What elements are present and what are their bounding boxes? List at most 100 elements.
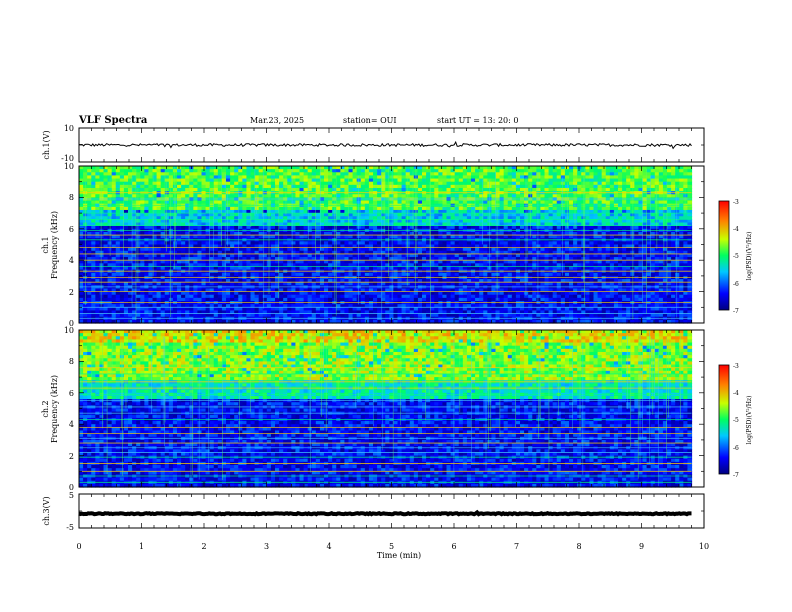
spectrogram-cell <box>524 194 529 198</box>
spectrogram-cell <box>95 187 101 192</box>
spectrogram-cell <box>683 175 689 180</box>
spectrogram-cell <box>172 253 178 258</box>
spectrogram-cell <box>524 260 529 264</box>
spectrogram-cell <box>446 166 452 170</box>
spectrogram-cell <box>217 172 223 177</box>
spectrogram-cell <box>573 219 578 224</box>
spectrogram-cell <box>577 260 582 264</box>
spectrogram-cell <box>540 213 546 217</box>
spectrogram-cell <box>532 263 537 268</box>
spectrogram-cell <box>650 206 656 211</box>
spectrogram-cell <box>609 206 615 211</box>
spectrogram-cell <box>79 253 84 258</box>
spectrogram-cell <box>246 244 252 249</box>
spectrogram-cell <box>168 222 174 227</box>
spectrogram-cell <box>128 222 133 227</box>
spectrogram-cell <box>569 200 574 205</box>
spectrogram-cell <box>373 187 378 192</box>
spectrogram-cell <box>205 187 211 192</box>
spectrogram-cell <box>332 219 337 224</box>
spectrogram-cell <box>319 209 325 214</box>
spectrogram-cell <box>450 209 456 214</box>
spectrogram-cell <box>279 166 284 170</box>
spectrogram-cell <box>511 219 517 224</box>
spectrogram-cell <box>344 194 350 198</box>
spectrogram-cell <box>393 194 399 198</box>
spectrogram-cell <box>426 187 431 192</box>
spectrogram-cell <box>515 206 521 211</box>
spectrogram-cell <box>356 172 362 177</box>
spectrogram-cell <box>295 253 301 258</box>
spectrogram-cell <box>209 184 215 189</box>
spectrogram-cell <box>91 260 96 264</box>
spectrogram-cell <box>442 222 448 227</box>
spectrogram-cell <box>291 231 297 236</box>
spectrogram-cell <box>238 175 243 180</box>
spectrogram-cell <box>181 253 186 258</box>
spectrogram-cell <box>91 231 96 236</box>
spectrogram-cell <box>683 231 689 236</box>
spectrogram-cell <box>544 206 550 211</box>
spectrogram-cell <box>638 184 644 189</box>
spectrogram-cell <box>671 206 676 211</box>
spectrogram-cell <box>246 247 252 252</box>
spectrogram-cell <box>515 181 521 186</box>
spectrogram-cell <box>462 213 468 217</box>
spectrogram-cell <box>503 178 509 183</box>
spectrogram-cell <box>675 241 680 246</box>
spectrogram-cell <box>495 235 501 239</box>
spectrogram-cell <box>144 166 150 170</box>
spectrogram-cell <box>426 257 431 261</box>
spectrogram-cell <box>687 241 693 246</box>
spectrogram-cell <box>136 225 141 230</box>
spectrogram-cell <box>193 219 199 224</box>
spectrogram-cell <box>287 184 292 189</box>
spectrogram-cell <box>483 209 488 214</box>
spectrogram-cell <box>479 175 484 180</box>
spectrogram-cell <box>115 257 121 261</box>
spectrogram-cell <box>442 184 448 189</box>
spectrogram-cell <box>87 206 92 211</box>
spectrogram-cell <box>499 181 505 186</box>
spectrogram-cell <box>275 178 280 183</box>
spectrogram-cell <box>658 244 664 249</box>
spectrogram-cell <box>601 169 607 173</box>
spectrogram-cell <box>503 222 509 227</box>
spectrogram-cell <box>654 250 660 255</box>
spectrogram-cell <box>311 257 317 261</box>
spectrogram-cell <box>344 253 350 258</box>
spectrogram-cell <box>634 172 640 177</box>
spectrogram-cell <box>242 178 248 183</box>
spectrogram-cell <box>348 250 354 255</box>
spectrogram-cell <box>332 178 337 183</box>
spectrogram-cell <box>613 178 619 183</box>
spectrogram-cell <box>168 266 174 271</box>
spectrogram-cell <box>352 260 358 264</box>
spectrogram-cell <box>238 213 243 217</box>
spectrogram-cell <box>270 257 276 261</box>
spectrogram-cell <box>270 241 276 246</box>
spectrogram-cell <box>119 194 125 198</box>
spectrogram-cell <box>401 181 407 186</box>
spectrogram-cell <box>230 231 235 236</box>
spectrogram-cell <box>626 166 631 170</box>
spectrogram-cell <box>503 169 509 173</box>
spectrogram-cell <box>642 219 648 224</box>
spectrogram-cell <box>324 184 329 189</box>
spectrogram-cell <box>95 235 101 239</box>
spectrogram-cell <box>238 266 243 271</box>
spectrogram-cell <box>164 241 170 246</box>
spectrogram-cell <box>136 187 141 192</box>
spectrogram-cell <box>569 219 574 224</box>
spectrogram-cell <box>205 257 211 261</box>
spectrogram-cell <box>299 244 305 249</box>
spectrogram-cell <box>336 225 341 230</box>
spectrogram-cell <box>430 175 435 180</box>
spectrogram-cell <box>422 235 427 239</box>
spectrogram-cell <box>634 200 640 205</box>
spectrogram-cell <box>119 200 125 205</box>
spectrogram-cell <box>332 172 337 177</box>
spectrogram-cell <box>458 184 464 189</box>
spectrogram-cell <box>221 169 227 173</box>
spectrogram-cell <box>258 257 264 261</box>
